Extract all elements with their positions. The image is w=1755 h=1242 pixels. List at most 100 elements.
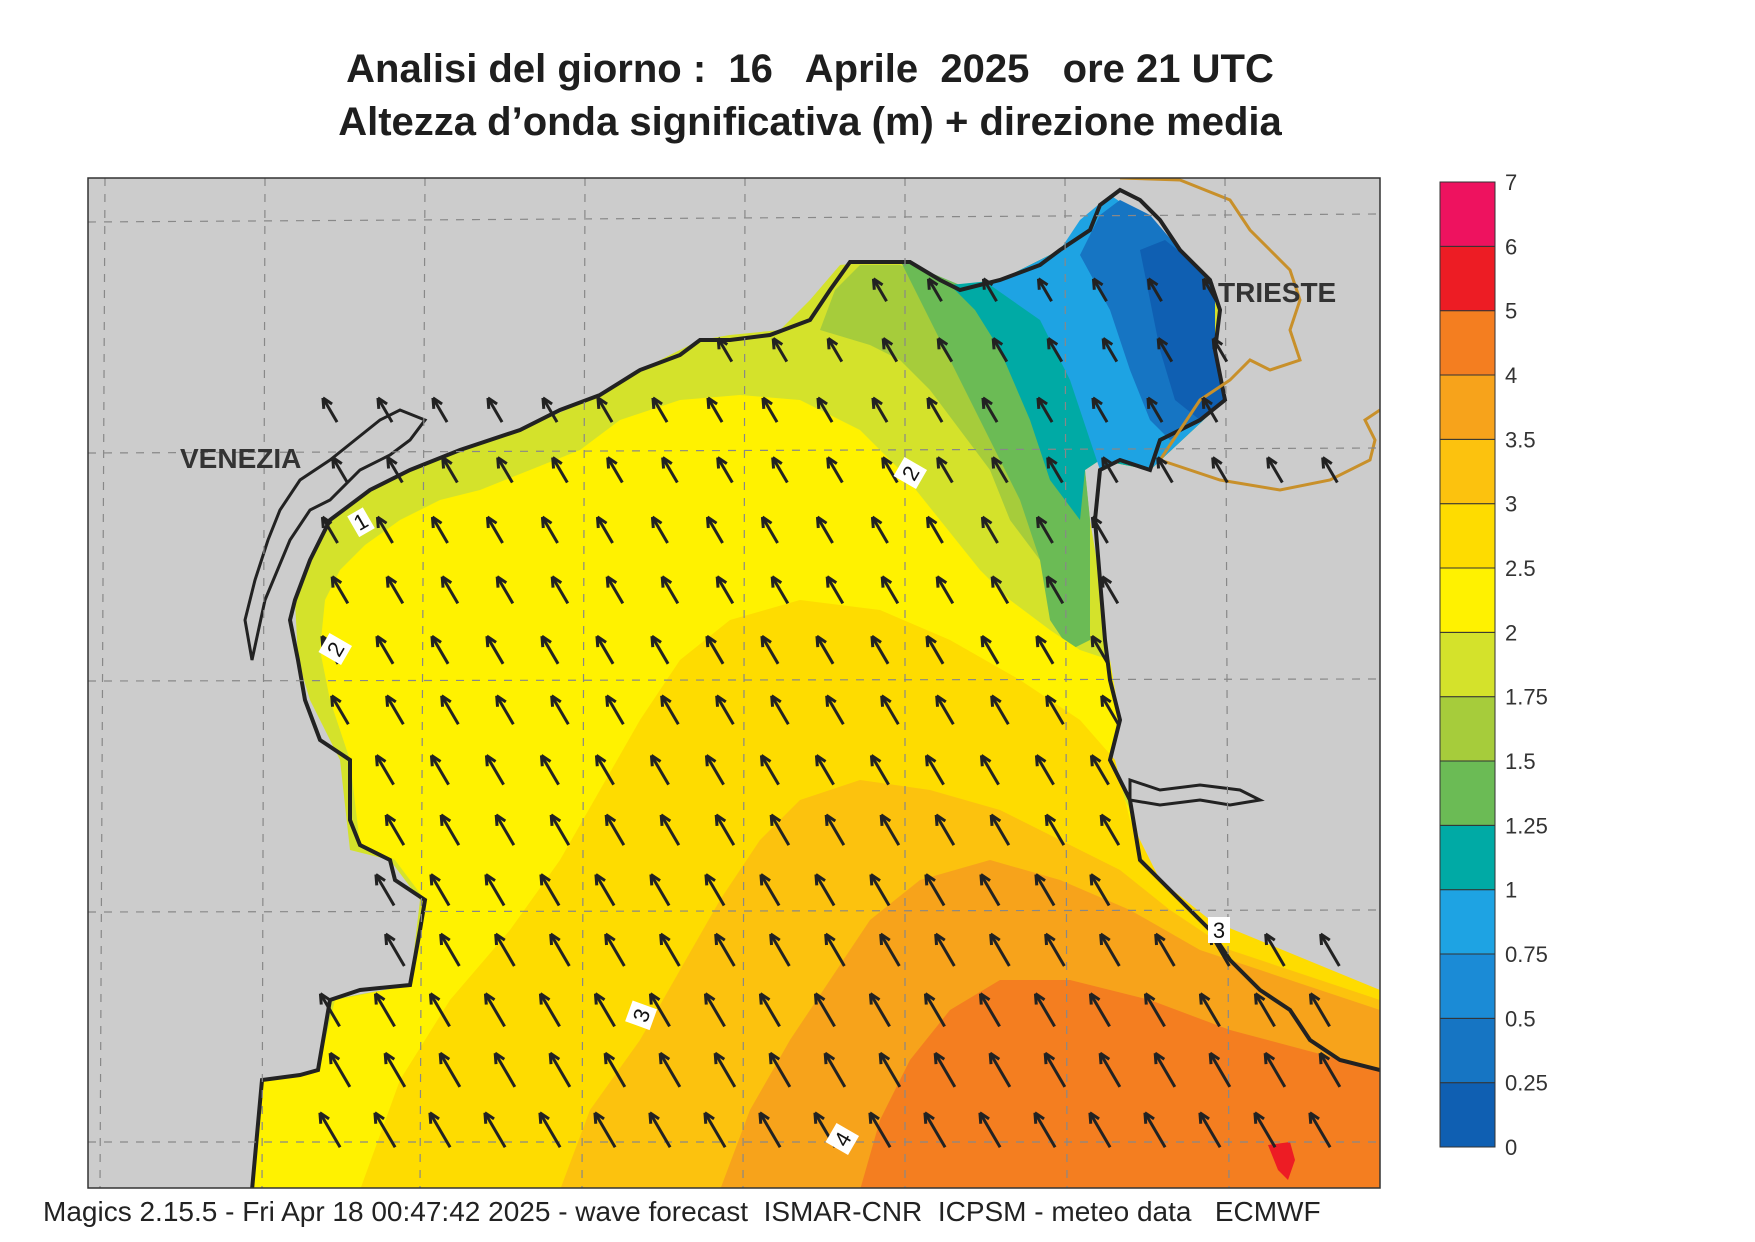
wave-arrow-head xyxy=(981,277,994,290)
wave-arrow-head xyxy=(703,992,716,1005)
wave-arrow-head xyxy=(441,456,453,469)
wave-arrow-head xyxy=(715,694,727,707)
wave-arrow-head xyxy=(594,873,606,886)
wave-arrow-head xyxy=(494,813,507,826)
wave-arrow-shaft xyxy=(605,694,625,726)
wave-arrow-shaft xyxy=(321,397,339,423)
wave-arrow-head xyxy=(485,634,497,648)
wave-arrow-head xyxy=(769,932,781,946)
wave-arrow-shaft xyxy=(375,754,395,786)
wave-arrow-shaft xyxy=(1147,278,1163,302)
wave-arrow-shaft xyxy=(1309,992,1331,1028)
wave-arrow-head xyxy=(715,575,728,588)
wave-arrow-shaft xyxy=(936,456,954,484)
wave-arrow-shaft xyxy=(1308,1111,1332,1149)
wave-arrow-head xyxy=(1091,277,1104,290)
wave-arrow-head xyxy=(374,873,386,886)
wave-arrow-shaft xyxy=(496,456,514,484)
wave-arrow-shaft xyxy=(551,456,569,484)
wave-arrow-shaft xyxy=(824,814,846,846)
wave-arrow-shaft xyxy=(871,516,889,544)
wave-arrow-shaft xyxy=(981,516,999,544)
wave-arrow-shaft xyxy=(826,456,844,484)
wave-arrow-head xyxy=(881,456,893,469)
wave-arrow-head xyxy=(716,337,729,350)
legend-tick-label: 4 xyxy=(1505,363,1517,388)
wave-arrow-head xyxy=(1046,456,1058,469)
wave-arrow-head xyxy=(1264,932,1276,946)
wave-arrow-head xyxy=(758,992,771,1005)
wave-arrow-shaft xyxy=(1044,814,1066,846)
wave-arrow-head xyxy=(429,873,441,886)
wave-arrow-shaft xyxy=(319,992,341,1028)
wave-arrow-shaft xyxy=(318,1111,342,1149)
wave-arrow-head xyxy=(1100,694,1112,707)
wave-arrow-shaft xyxy=(375,635,395,665)
wave-arrow-head xyxy=(925,634,937,648)
wave-arrow-shaft xyxy=(374,873,396,907)
wave-arrow-shaft xyxy=(759,992,781,1028)
wave-arrow-shaft xyxy=(924,873,946,907)
wave-arrow-head xyxy=(431,396,443,409)
wave-arrow-head xyxy=(704,754,717,767)
wave-arrow-head xyxy=(551,456,563,469)
wave-arrow-head xyxy=(1036,396,1048,409)
wave-arrow-shaft xyxy=(429,992,451,1028)
wave-arrow-head xyxy=(318,992,331,1005)
wave-arrow-head xyxy=(384,813,397,826)
wave-arrow-shaft xyxy=(439,933,461,967)
wave-arrow-shaft xyxy=(1201,397,1219,423)
wave-arrow-head xyxy=(604,932,616,946)
wave-arrow-shaft xyxy=(814,992,836,1028)
wave-arrow-shaft xyxy=(1045,575,1065,605)
wave-arrow-shaft xyxy=(493,1052,517,1088)
wave-arrow-head xyxy=(871,277,884,290)
wave-arrow-shaft xyxy=(596,397,614,423)
wave-arrow-shaft xyxy=(606,456,624,484)
wave-arrow-shaft xyxy=(1146,397,1164,423)
wave-arrow-head xyxy=(923,992,936,1005)
wave-arrow-shaft xyxy=(595,635,615,665)
wave-arrow-head xyxy=(926,277,939,290)
wave-arrow-head xyxy=(1208,1051,1221,1065)
wave-arrow-head xyxy=(486,396,498,409)
wave-arrow-head xyxy=(429,754,442,767)
wave-arrow-head xyxy=(1308,1111,1320,1124)
wave-arrow-head xyxy=(1253,992,1266,1005)
wave-arrow-head xyxy=(1211,337,1224,350)
wave-arrow-head xyxy=(771,456,783,469)
wave-arrow-shaft xyxy=(549,814,571,846)
wave-arrow-head xyxy=(649,754,662,767)
wave-arrow-shaft xyxy=(440,575,460,605)
wave-arrow-head xyxy=(495,575,508,588)
legend-swatch xyxy=(1439,438,1496,505)
wave-arrow-shaft xyxy=(978,1111,1002,1149)
wave-arrow-shaft xyxy=(595,754,615,786)
legend-tick-label: 0 xyxy=(1505,1135,1517,1160)
wave-arrow-shaft xyxy=(651,397,669,423)
wave-arrow-head xyxy=(1253,1111,1265,1124)
wave-arrow-shaft xyxy=(1043,1052,1067,1088)
wave-arrow-shaft xyxy=(541,516,559,544)
wave-arrow-head xyxy=(988,1051,1001,1065)
wave-arrow-shaft xyxy=(539,873,561,907)
wave-arrow-head xyxy=(936,337,949,350)
wave-arrow-head xyxy=(493,1051,506,1065)
wave-arrow-head xyxy=(826,337,839,350)
wave-arrow-head xyxy=(704,873,716,886)
wave-arrow-shaft xyxy=(991,456,1009,484)
wave-arrow-shaft xyxy=(548,1052,572,1088)
wave-arrow-shaft xyxy=(486,516,504,544)
wave-arrow-head xyxy=(538,992,551,1005)
map-subtitle: Altezza d’onda significativa (m) + direz… xyxy=(338,100,1282,144)
wave-arrow-shaft xyxy=(825,694,845,726)
wave-arrow-shaft xyxy=(880,694,900,726)
wave-arrow-head xyxy=(1045,575,1058,588)
wave-arrow-head xyxy=(373,992,386,1005)
wave-arrow-head xyxy=(648,1111,660,1124)
wave-arrow-head xyxy=(760,634,772,648)
wave-arrow-shaft xyxy=(538,1111,562,1149)
wave-arrow-head xyxy=(1308,992,1321,1005)
wave-arrow-head xyxy=(648,992,661,1005)
wave-arrow-head xyxy=(1153,1051,1166,1065)
